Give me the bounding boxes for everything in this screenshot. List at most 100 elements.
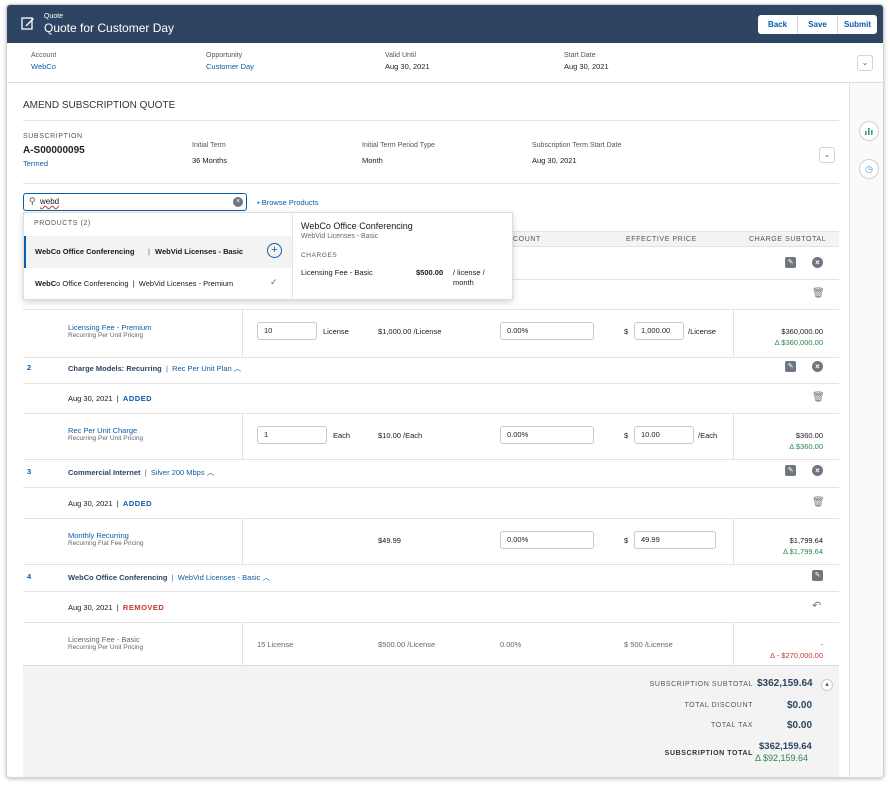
item3-subtotal: $1,799.64: [789, 536, 823, 545]
save-button[interactable]: Save: [798, 15, 838, 34]
item2-eff-unit: /Each: [698, 431, 718, 440]
subscription-id: A-S00000095: [23, 145, 85, 156]
item4-discount: 0.00%: [500, 640, 522, 649]
account-label: Account: [31, 52, 57, 59]
item2-discount-input[interactable]: 0.00%: [500, 426, 594, 444]
opportunity-link[interactable]: Customer Day: [206, 62, 254, 71]
item2-currency: $: [624, 431, 629, 440]
item1-quantity-input[interactable]: 10: [257, 322, 317, 340]
item4-title[interactable]: WebCo Office Conferencing | WebVid Licen…: [68, 572, 270, 583]
period-type-value: Month: [362, 156, 383, 165]
product-search-dropdown: PRODUCTS (2) WebCo Office Conferencing |…: [23, 212, 513, 301]
item1-discount-input[interactable]: 0.00%: [500, 322, 594, 340]
item1-delta: Δ $360,000.00: [774, 338, 823, 347]
quote-window: Quote Quote for Customer Day Back Save S…: [6, 4, 884, 778]
item2-delta: Δ $360.00: [789, 442, 823, 451]
item2-title[interactable]: Charge Models: Recurring | Rec Per Unit …: [68, 363, 241, 374]
initial-term-label: Initial Term: [192, 142, 226, 149]
chart-icon[interactable]: [859, 121, 879, 141]
term-start-value: Aug 30, 2021: [532, 156, 577, 165]
item2-effective-price-input[interactable]: 10.00: [634, 426, 694, 444]
item1-effective-price-input[interactable]: 1,000.00: [634, 322, 684, 340]
item4-plan: WebVid Licenses - Basic: [177, 573, 261, 582]
edit-icon[interactable]: ✎: [785, 257, 796, 268]
item4-quantity: 15 License: [257, 640, 294, 649]
item2-list-price: $10.00 /Each: [378, 431, 423, 440]
total-delta: Δ $92,159.64: [755, 753, 809, 763]
item4-date: Aug 30, 2021: [68, 603, 113, 612]
detail-subtitle: WebVid Licenses - Basic: [301, 233, 379, 240]
item3-number: 3: [27, 467, 32, 476]
item2-quantity-input[interactable]: 1: [257, 426, 327, 444]
submit-button[interactable]: Submit: [843, 20, 872, 29]
item1-currency: $: [624, 327, 629, 336]
summary-collapse-icon[interactable]: ▴: [821, 679, 833, 691]
item3-trash-icon[interactable]: 🗑: [812, 497, 825, 508]
period-type-label: Initial Term Period Type: [362, 142, 435, 149]
add-product-icon[interactable]: +: [267, 243, 282, 258]
term-start-label: Subscription Term Start Date: [532, 142, 622, 149]
summary-panel: SUBSCRIPTION SUBTOTAL $362,159.64 ▴ TOTA…: [23, 665, 839, 777]
item4-subtotal: -: [820, 640, 824, 649]
discount-label: TOTAL DISCOUNT: [684, 702, 753, 709]
item2-status-row: Aug 30, 2021 | ADDED: [68, 394, 153, 403]
item2-collapse-chevron-icon[interactable]: ︿: [233, 364, 242, 373]
item2-separator: |: [165, 364, 168, 373]
product-search-input[interactable]: ⚲ webd ×: [23, 193, 247, 211]
edit-document-icon: [21, 17, 34, 30]
item4-delta: Δ - $270,000.00: [770, 651, 823, 660]
item3-separator: |: [144, 468, 147, 477]
item1-charge-name[interactable]: Licensing Fee - Premium: [68, 323, 152, 332]
item4-collapse-chevron-icon[interactable]: ︿: [262, 573, 271, 582]
total-label: SUBSCRIPTION TOTAL: [664, 750, 753, 757]
clear-search-icon[interactable]: ×: [233, 197, 243, 207]
subscription-label: SUBSCRIPTION: [23, 133, 83, 140]
item3-charge-name[interactable]: Monthly Recurring: [68, 531, 129, 540]
item3-currency: $: [624, 536, 629, 545]
browse-products-link[interactable]: ▪ Browse Products: [257, 198, 318, 207]
initial-term-value: 36 Months: [192, 156, 228, 165]
item3-edit-icon[interactable]: ✎: [785, 465, 796, 476]
history-icon[interactable]: ◷: [859, 159, 879, 179]
item4-status-row: Aug 30, 2021 | REMOVED: [68, 603, 165, 612]
opportunity-label: Opportunity: [206, 52, 243, 59]
item2-remove-icon[interactable]: ×: [812, 361, 823, 372]
detail-charge-name: Licensing Fee - Basic: [301, 268, 373, 277]
item3-status-row: Aug 30, 2021 | ADDED: [68, 499, 153, 508]
item2-subtotal: $360.00: [795, 431, 823, 440]
browse-products-label: Browse Products: [261, 198, 319, 207]
detail-charge-unit: / license / month: [453, 268, 485, 287]
valid-until-label: Valid Until: [385, 52, 416, 59]
item2-edit-icon[interactable]: ✎: [785, 361, 796, 372]
item4-charge-name: Licensing Fee - Basic: [68, 635, 140, 644]
dropdown-item-premium[interactable]: WebCo Office Conferencing | WebVid Licen…: [24, 269, 292, 299]
item2-trash-icon[interactable]: 🗑: [812, 392, 825, 403]
header-button-group: Back Save Submit: [758, 15, 877, 34]
dropdown-item-basic[interactable]: WebCo Office Conferencing | WebVid Licen…: [24, 236, 292, 268]
item3-effective-price-input[interactable]: 49.99: [634, 531, 716, 549]
dropdown-item-basic-separator: |: [148, 247, 150, 256]
valid-until-value: Aug 30, 2021: [385, 62, 430, 71]
total-value: $362,159.64: [759, 741, 812, 752]
item2-charge-name[interactable]: Rec Per Unit Charge: [68, 426, 138, 435]
item2-status: ADDED: [122, 394, 153, 403]
item3-collapse-chevron-icon[interactable]: ︿: [206, 468, 215, 477]
dropdown-header: PRODUCTS (2): [34, 220, 91, 227]
subscription-expand-chevron-icon[interactable]: ⌄: [819, 147, 835, 163]
search-icon: ⚲: [29, 196, 36, 206]
search-input-value: webd: [40, 197, 60, 206]
remove-icon[interactable]: ×: [812, 257, 823, 268]
item3-remove-icon[interactable]: ×: [812, 465, 823, 476]
trash-icon[interactable]: 🗑: [812, 288, 825, 299]
discount-value: $0.00: [787, 700, 813, 711]
item4-status: REMOVED: [122, 603, 165, 612]
dropdown-item-premium-rest: o Office Conferencing | WebVid Licenses …: [56, 279, 234, 288]
item4-effective-price: $ 500 /License: [624, 640, 673, 649]
item4-edit-icon[interactable]: ✎: [812, 570, 823, 581]
back-button[interactable]: Back: [758, 15, 798, 34]
undo-icon[interactable]: ↶: [812, 600, 822, 612]
info-expand-chevron-icon[interactable]: ⌄: [857, 55, 873, 71]
item3-title[interactable]: Commercial Internet | Silver 200 Mbps ︿: [68, 467, 214, 478]
item3-discount-input[interactable]: 0.00%: [500, 531, 594, 549]
account-link[interactable]: WebCo: [31, 62, 56, 71]
